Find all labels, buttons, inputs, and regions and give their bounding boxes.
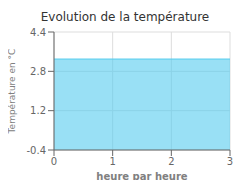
svg-text:1.2: 1.2 — [30, 105, 46, 116]
svg-text:heure par heure: heure par heure — [96, 171, 187, 180]
html-text:Evolution de la température: Evolution de la température — [40, 10, 210, 24]
svg-text:2.8: 2.8 — [30, 66, 46, 77]
svg-text:3: 3 — [227, 156, 233, 167]
svg-text:1: 1 — [109, 156, 115, 167]
svg-text:2: 2 — [168, 156, 174, 167]
svg-text:4.4: 4.4 — [30, 27, 46, 38]
svg-text:-0.4: -0.4 — [26, 145, 46, 156]
svg-text:Température en °C: Température en °C — [8, 49, 17, 135]
svg-text:0: 0 — [51, 156, 57, 167]
